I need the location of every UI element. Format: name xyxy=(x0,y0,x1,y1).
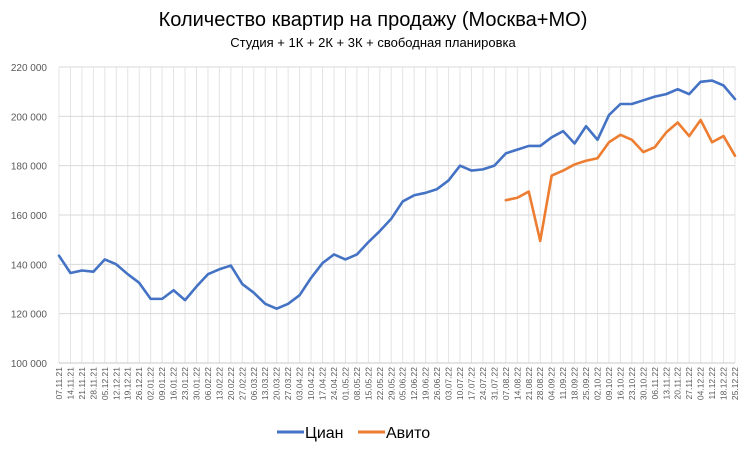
series-line xyxy=(57,79,737,311)
grid xyxy=(58,66,736,364)
x-tick-label: 31.07.22 xyxy=(489,367,499,400)
x-tick-label: 29.05.22 xyxy=(386,367,396,400)
x-tick-label: 27.11.22 xyxy=(684,367,694,400)
x-tick-label: 19.12.21 xyxy=(123,367,133,400)
legend: Циан Авито xyxy=(277,425,430,442)
x-tick-label: 23.01.22 xyxy=(180,367,190,400)
chart-title: Количество квартир на продажу (Москва+МО… xyxy=(159,9,588,31)
x-tick-label: 27.03.22 xyxy=(283,367,293,400)
legend-label: Циан xyxy=(305,425,344,442)
x-tick-label: 08.05.22 xyxy=(352,367,362,400)
x-tick-label: 03.07.22 xyxy=(444,367,454,400)
x-tick-label: 13.02.22 xyxy=(214,367,224,400)
y-tick-label: 180 000 xyxy=(11,162,48,173)
x-tick-label: 16.01.22 xyxy=(169,367,179,400)
x-tick-label: 06.02.22 xyxy=(203,367,213,400)
x-tick-label: 26.06.22 xyxy=(432,367,442,400)
x-tick-label: 18.09.22 xyxy=(570,367,580,400)
x-tick-label: 01.05.22 xyxy=(340,367,350,400)
y-tick-label: 200 000 xyxy=(11,112,48,123)
x-tick-label: 13.03.22 xyxy=(260,367,270,400)
x-tick-label: 15.05.22 xyxy=(363,367,373,400)
x-tick-label: 26.12.21 xyxy=(134,367,144,400)
series-lines xyxy=(57,79,737,311)
series-line xyxy=(504,118,737,243)
x-tick-label: 06.03.22 xyxy=(249,367,259,400)
x-tick-label: 07.08.22 xyxy=(501,367,511,400)
legend-label: Авито xyxy=(386,425,430,442)
x-tick-label: 05.06.22 xyxy=(398,367,408,400)
x-tick-label: 09.10.22 xyxy=(604,367,614,400)
x-tick-label: 27.02.22 xyxy=(237,367,247,400)
x-tick-label: 18.12.22 xyxy=(719,367,729,400)
x-tick-label: 20.03.22 xyxy=(272,367,282,400)
x-tick-label: 02.01.22 xyxy=(146,367,156,400)
x-tick-label: 05.12.21 xyxy=(100,367,110,400)
y-tick-label: 140 000 xyxy=(11,260,48,271)
y-tick-label: 160 000 xyxy=(11,211,48,222)
y-axis-tick-labels: 100 000 120 000 140 000 160 000 180 000 200 0… xyxy=(11,63,48,370)
x-tick-label: 16.10.22 xyxy=(615,367,625,400)
x-tick-label: 07.11.21 xyxy=(54,367,64,400)
x-tick-label: 19.06.22 xyxy=(421,367,431,400)
y-tick-label: 120 000 xyxy=(11,310,48,321)
x-tick-label: 24.07.22 xyxy=(478,367,488,400)
x-tick-label: 21.11.21 xyxy=(77,367,87,400)
x-tick-label: 21.08.22 xyxy=(524,367,534,400)
x-tick-label: 11.12.22 xyxy=(707,367,717,400)
x-tick-label: 20.02.22 xyxy=(226,367,236,400)
x-axis-tick-labels: 07.11.21 14.11.21 21.11.21 28.11.21 05.12.21… xyxy=(54,367,740,400)
x-tick-label: 11.09.22 xyxy=(558,367,568,400)
x-tick-label: 03.04.22 xyxy=(295,367,305,400)
x-tick-label: 17.07.22 xyxy=(466,367,476,400)
x-tick-label: 17.04.22 xyxy=(318,367,328,400)
x-tick-label: 28.11.21 xyxy=(88,367,98,400)
x-tick-label: 06.11.22 xyxy=(650,367,660,400)
x-tick-label: 04.12.22 xyxy=(696,367,706,400)
x-tick-label: 20.11.22 xyxy=(673,367,683,400)
x-tick-label: 13.11.22 xyxy=(661,367,671,400)
chart-subtitle: Студия + 1К + 2К + 3К + свободная планир… xyxy=(230,35,516,50)
x-tick-label: 10.07.22 xyxy=(455,367,465,400)
x-tick-label: 25.09.22 xyxy=(581,367,591,400)
x-tick-label: 22.05.22 xyxy=(375,367,385,400)
x-tick-label: 30.01.22 xyxy=(191,367,201,400)
x-tick-label: 12.12.21 xyxy=(111,367,121,400)
x-tick-label: 02.10.22 xyxy=(593,367,603,400)
x-tick-label: 28.08.22 xyxy=(535,367,545,400)
x-tick-label: 14.08.22 xyxy=(512,367,522,400)
x-tick-label: 10.04.22 xyxy=(306,367,316,400)
x-tick-label: 23.10.22 xyxy=(627,367,637,400)
y-tick-label: 220 000 xyxy=(11,63,48,74)
x-tick-label: 04.09.22 xyxy=(547,367,557,400)
x-tick-label: 25.12.22 xyxy=(730,367,740,400)
x-tick-label: 24.04.22 xyxy=(329,367,339,400)
x-tick-label: 14.11.21 xyxy=(65,367,75,400)
y-tick-label: 100 000 xyxy=(11,359,48,370)
x-tick-label: 30.10.22 xyxy=(638,367,648,400)
x-tick-label: 09.01.22 xyxy=(157,367,167,400)
x-tick-label: 12.06.22 xyxy=(409,367,419,400)
